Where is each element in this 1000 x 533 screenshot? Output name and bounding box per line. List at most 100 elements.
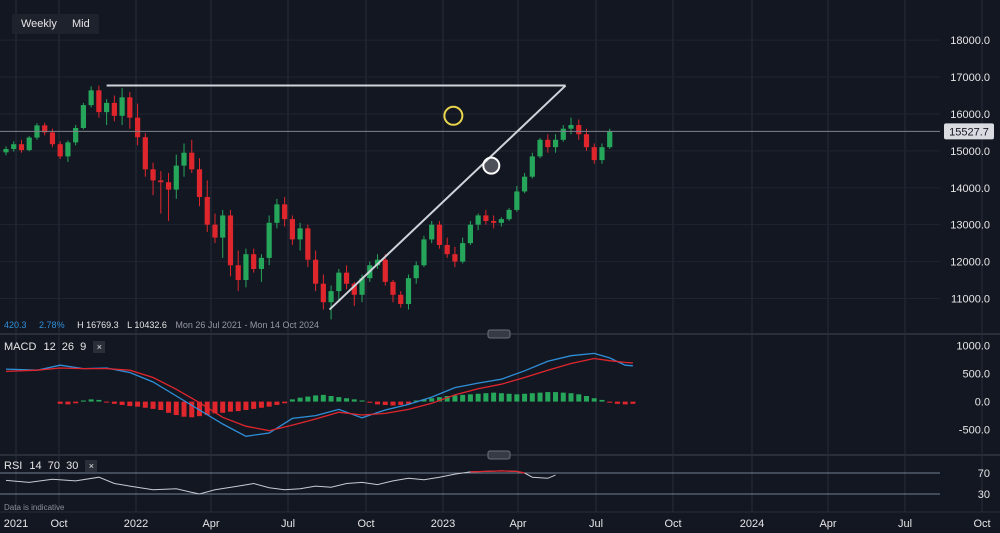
candle-body xyxy=(235,265,241,281)
candle-body xyxy=(374,259,381,266)
macd-histogram-bar xyxy=(80,400,86,402)
macd-legend: MACD 12 26 9 × xyxy=(4,341,106,353)
candle-body xyxy=(165,182,172,190)
macd-histogram-bar xyxy=(506,393,512,402)
macd-histogram-bar xyxy=(529,393,535,402)
candle-body xyxy=(607,131,613,148)
candle-body xyxy=(351,283,357,295)
x-tick-label: Oct xyxy=(664,518,681,530)
candle-body xyxy=(158,180,164,183)
current-price-value: 15527.7 xyxy=(949,126,989,138)
candle-body xyxy=(336,272,342,292)
macd-histogram-bar xyxy=(421,399,427,402)
candle-body xyxy=(529,156,535,177)
date-range: Mon 26 Jul 2021 - Mon 14 Oct 2024 xyxy=(175,320,319,330)
candle-body xyxy=(220,215,226,238)
macd-histogram-bar xyxy=(591,398,597,402)
rsi-tick-label: 70 xyxy=(978,468,990,480)
macd-histogram-bar xyxy=(251,401,257,409)
candle-body xyxy=(266,222,272,258)
price-tick-label: 13000.0 xyxy=(950,220,990,232)
candle-body xyxy=(104,102,110,113)
macd-legend-params: 12 26 9 xyxy=(43,341,87,353)
macd-histogram-bar xyxy=(243,401,249,410)
change-percent: 2.78% xyxy=(39,320,65,330)
macd-histogram-bar xyxy=(73,401,79,404)
macd-histogram-bar xyxy=(367,401,373,403)
macd-histogram-bar xyxy=(336,397,342,402)
candle-body xyxy=(3,149,9,153)
macd-histogram-bar xyxy=(537,392,543,402)
pane-resize-handle[interactable] xyxy=(487,450,511,460)
candle-body xyxy=(289,219,295,240)
macd-histogram-bar xyxy=(576,394,582,402)
price-tick-label: 16000.0 xyxy=(950,109,990,121)
candle-body xyxy=(111,102,117,116)
candle-body xyxy=(150,169,156,181)
highlight-circle xyxy=(443,105,464,126)
overlays xyxy=(0,84,940,311)
candle-body xyxy=(49,132,56,145)
macd-histogram-bar xyxy=(88,399,94,402)
candle-body xyxy=(57,144,63,157)
macd-histogram-bar xyxy=(305,396,311,402)
macd-close-icon[interactable]: × xyxy=(93,341,106,353)
candle-body xyxy=(398,294,404,305)
candle-body xyxy=(196,169,203,197)
candle-body xyxy=(599,147,605,161)
candle-body xyxy=(405,278,412,305)
candle-body xyxy=(514,191,520,210)
macd-histogram-bar xyxy=(405,401,411,404)
candle-body xyxy=(65,142,71,157)
candle-body xyxy=(73,127,79,143)
macd-histogram-bar xyxy=(568,393,574,402)
macd-histogram-bar xyxy=(584,396,589,402)
price-tick-label: 18000.0 xyxy=(950,35,990,47)
macd-histogram-bar xyxy=(452,395,458,402)
macd-histogram-bar xyxy=(328,396,334,402)
macd-histogram-bar xyxy=(344,398,350,402)
pane-resize-handle[interactable] xyxy=(487,329,511,339)
x-tick-label: Oct xyxy=(50,518,67,530)
candle-body xyxy=(343,272,350,284)
macd-histogram-bar xyxy=(553,392,559,402)
candle-body xyxy=(227,215,234,266)
macd-histogram-bar xyxy=(560,392,566,402)
macd-histogram-bar xyxy=(351,399,357,402)
macd-histogram-bar xyxy=(413,400,419,402)
macd-tick-label: 0.0 xyxy=(975,397,990,409)
candle-body xyxy=(576,125,582,135)
macd-histogram-bar xyxy=(166,401,172,413)
indicator-lines xyxy=(5,352,633,495)
price-tick-label: 14000.0 xyxy=(950,183,990,195)
x-tick-label: Jul xyxy=(589,518,603,530)
x-tick-label: 2021 xyxy=(4,518,28,530)
rsi-close-icon[interactable]: × xyxy=(85,460,98,472)
price-tick-label: 12000.0 xyxy=(950,257,990,269)
macd-histogram-bar xyxy=(197,401,202,417)
macd-histogram-bar xyxy=(289,399,295,402)
low-value: L 10432.6 xyxy=(127,320,167,330)
macd-histogram-bar xyxy=(142,401,148,408)
candle-body xyxy=(591,147,597,161)
macd-tick-label: 500.0 xyxy=(962,369,990,381)
x-tick-label: Apr xyxy=(819,518,836,530)
macd-histogram-bar xyxy=(127,401,133,407)
macd-histogram-bar xyxy=(320,394,326,402)
rsi-legend-name: RSI xyxy=(4,460,23,472)
macd-histogram-bar xyxy=(274,401,280,405)
candle-body xyxy=(498,219,504,223)
candle-body xyxy=(429,224,435,240)
macd-histogram-bar xyxy=(189,401,195,418)
candle-body xyxy=(189,152,195,170)
candle-body xyxy=(552,139,559,148)
mid-price-button[interactable]: Mid xyxy=(63,14,99,34)
macd-histogram-bar xyxy=(282,401,288,404)
x-tick-label: 2023 xyxy=(431,518,455,530)
macd-histogram-bar xyxy=(297,397,303,402)
weekly-interval-button[interactable]: Weekly xyxy=(12,14,66,34)
price-tick-label: 15000.0 xyxy=(950,146,990,158)
macd-histogram-bar xyxy=(135,401,141,407)
macd-histogram-bar xyxy=(630,401,636,404)
candle-body xyxy=(421,239,427,266)
